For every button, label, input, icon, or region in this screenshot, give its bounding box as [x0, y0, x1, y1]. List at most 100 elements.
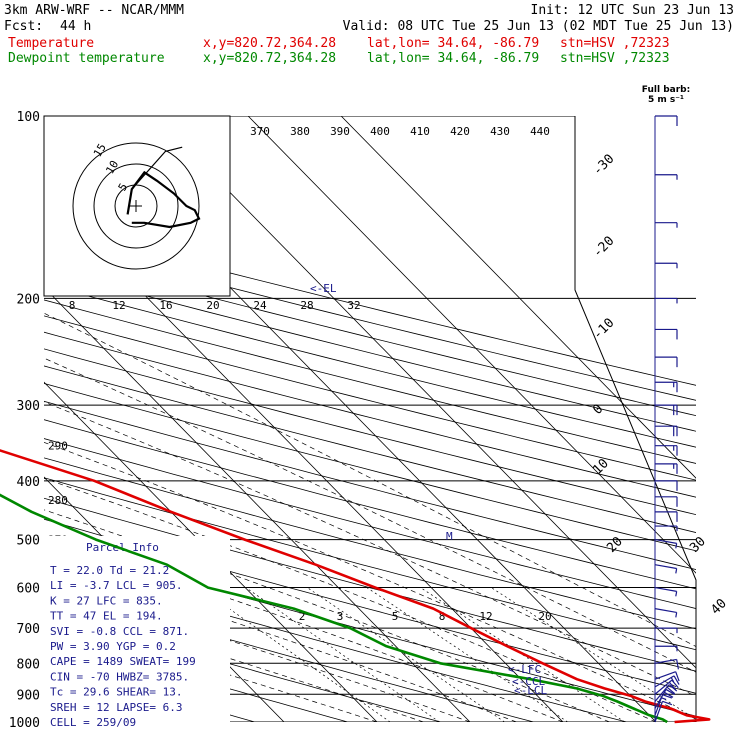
legend-dewpoint-latlon: lat,lon= 34.64, -86.79 [367, 51, 539, 66]
wind-barb-shaft [655, 659, 677, 663]
isotherm-tick-label: 30 [687, 534, 709, 556]
upper-scale-label: 20 [206, 299, 219, 312]
wind-barb [655, 263, 677, 268]
wind-barb [655, 223, 677, 228]
fcst-label: Fcst: [4, 19, 43, 34]
upper-scale-label: 24 [253, 299, 267, 312]
theta-e-label: 430 [490, 125, 510, 138]
parcel-info-row: CAPE = 1489 SWEAT= 199 [50, 655, 196, 668]
legend-temperature-stn: stn=HSV ,72323 [560, 36, 670, 51]
isotherm-tick-label: 40 [708, 596, 730, 618]
isotherm-tick-label: -30 [590, 152, 617, 179]
wind-barb [655, 609, 677, 618]
parcel-info-row: SREH = 12 LAPSE= 6.3 [50, 701, 182, 714]
wind-barb [655, 464, 677, 474]
upper-scale-label: 28 [300, 299, 313, 312]
mixing-ratio-line [367, 588, 568, 722]
dry-adiabat-label: 280 [48, 494, 68, 507]
dry-adiabat-label: 290 [48, 440, 68, 453]
parcel-info-row: PW = 3.90 YGP = 0.2 [50, 640, 176, 653]
wind-barb [655, 646, 677, 651]
wind-barb-shaft [655, 588, 677, 592]
pressure-tick-label: 100 [17, 110, 40, 125]
pressure-tick-label: 300 [17, 399, 40, 414]
pressure-axis: 100 200 300 400 500 600 700 800 900 1000 [9, 110, 40, 731]
wind-barb-shaft [655, 672, 676, 680]
wind-barb [655, 175, 677, 180]
wind-barb [655, 329, 677, 339]
pressure-tick-label: 900 [17, 688, 40, 703]
legend-temperature-latlon: lat,lon= 34.64, -86.79 [367, 36, 539, 51]
pressure-tick-label: 1000 [9, 716, 40, 731]
parcel-info-row: Tc = 29.6 SHEAR= 13. [50, 686, 182, 699]
isotherm-line [248, 116, 740, 722]
el-marker: <-EL [310, 282, 337, 295]
parcel-info-row: CELL = 259/09 [50, 716, 136, 729]
wind-barb [655, 357, 677, 367]
parcel-info-title: Parcel Info [86, 541, 159, 554]
wind-barb [655, 298, 677, 303]
parcel-info-row: T = 22.0 Td = 21.2 [50, 564, 169, 577]
isotherm-line [341, 116, 740, 722]
legend: Temperature x,y=820.72,364.28 lat,lon= 3… [8, 36, 670, 66]
parcel-info-row: SVI = -0.8 CCL = 871. [50, 625, 189, 638]
mixing-ratio-label: 3 [337, 610, 344, 623]
wind-barb-shaft [655, 565, 677, 569]
wind-barbs [655, 116, 679, 722]
pressure-tick-label: 200 [17, 292, 40, 307]
pressure-tick-label: 500 [17, 534, 40, 549]
full-barb-unit: 5 m s⁻¹ [648, 95, 684, 105]
mixing-ratio-label: 20 [538, 610, 551, 623]
isotherm-tick-label: -20 [590, 234, 617, 261]
mixing-ratio-label: 12 [479, 610, 492, 623]
wind-barb [655, 512, 677, 522]
wind-barb [655, 565, 677, 574]
theta-e-label: 390 [330, 125, 350, 138]
mixing-ratio-line [307, 588, 504, 722]
wind-barb [655, 382, 677, 392]
wind-barb-half-flag [676, 612, 677, 617]
parcel-info-row: LI = -3.7 LCL = 905. [50, 579, 182, 592]
wind-barb [655, 116, 677, 126]
wind-barb [655, 659, 678, 669]
wind-barb [655, 426, 677, 436]
legend-dewpoint-name: Dewpoint temperature [8, 51, 165, 66]
wind-barb-half-flag [661, 698, 666, 700]
theta-e-label: 380 [290, 125, 310, 138]
parcel-info-row: CIN = -70 HWBZ= 3785. [50, 670, 189, 683]
legend-temperature-xy: x,y=820.72,364.28 [203, 36, 336, 51]
wind-barb-half-flag [676, 591, 677, 596]
wind-barb [655, 588, 677, 597]
upper-scale-label: 8 [69, 299, 76, 312]
model-title: 3km ARW-WRF -- NCAR/MMM [4, 3, 184, 18]
pressure-tick-label: 400 [17, 475, 40, 490]
lcl-marker: <-LCL [514, 684, 547, 697]
theta-e-label: 410 [410, 125, 430, 138]
parcel-info-panel: Parcel Info T = 22.0 Td = 21.2 LI = -3.7 … [44, 536, 230, 729]
full-barb-label: Full barb: [642, 85, 690, 95]
isotherm-tick-label: -10 [590, 316, 617, 343]
upper-scale-label: 16 [159, 299, 172, 312]
theta-e-label: 420 [450, 125, 470, 138]
mixing-ratio-labels: 2 3 5 8 12 20 [299, 610, 552, 623]
theta-e-label: 440 [530, 125, 550, 138]
theta-e-label: 370 [250, 125, 270, 138]
isotherm-line [0, 116, 5, 722]
upper-scale-label: 12 [112, 299, 125, 312]
wind-barb-half-flag [676, 568, 677, 573]
pressure-tick-label: 700 [17, 622, 40, 637]
plot-right-edge [575, 116, 696, 722]
m-marker: M [446, 530, 453, 543]
isotherm-tick-label: 20 [604, 534, 626, 556]
pressure-tick-label: 800 [17, 657, 40, 672]
upper-scale-label: 32 [347, 299, 360, 312]
theta-e-label: 400 [370, 125, 390, 138]
legend-dewpoint-stn: stn=HSV ,72323 [560, 51, 670, 66]
mixing-ratio-label: 5 [392, 610, 399, 623]
pressure-tick-label: 600 [17, 582, 40, 597]
fcst-hours: 44 h [60, 19, 91, 34]
legend-dewpoint-xy: x,y=820.72,364.28 [203, 51, 336, 66]
parcel-info-row: TT = 47 EL = 194. [50, 610, 163, 623]
